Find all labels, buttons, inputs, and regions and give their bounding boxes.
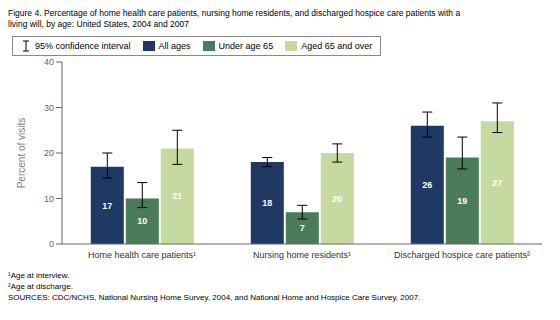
svg-text:26: 26 — [422, 180, 432, 190]
svg-text:17: 17 — [102, 201, 112, 211]
svg-text:18: 18 — [262, 198, 272, 208]
svg-text:7: 7 — [300, 223, 305, 233]
html-text:¹Age at interview.: ¹Age at interview. — [8, 271, 70, 280]
svg-text:Nursing home residents¹: Nursing home residents¹ — [253, 250, 351, 260]
svg-text:Home health care patients¹: Home health care patients¹ — [88, 250, 196, 260]
html-text:Figure 4. Percentage of home h: Figure 4. Percentage of home health care… — [8, 8, 461, 18]
svg-text:20: 20 — [332, 194, 342, 204]
svg-text:19: 19 — [457, 196, 467, 206]
html-text:Under age 65: Under age 65 — [218, 41, 274, 51]
svg-text:27: 27 — [492, 178, 502, 188]
html-text:²Age at discharge.: ²Age at discharge. — [8, 282, 73, 291]
svg-text:20: 20 — [44, 148, 54, 158]
html-text:All ages: All ages — [158, 41, 191, 51]
svg-text:40: 40 — [44, 57, 54, 67]
svg-text:10: 10 — [137, 216, 147, 226]
svg-text:0: 0 — [49, 239, 54, 249]
svg-text:10: 10 — [44, 194, 54, 204]
svg-text:Percent of visits: Percent of visits — [16, 118, 27, 189]
svg-text:21: 21 — [172, 191, 182, 201]
svg-text:Discharged hospice care patien: Discharged hospice care patients² — [394, 250, 530, 260]
html-text:95% confidence interval: 95% confidence interval — [35, 41, 131, 51]
html-text:SOURCES: CDC/NCHS, National Nu: SOURCES: CDC/NCHS, National Nursing Home… — [8, 293, 421, 302]
html-text:living will, by age: United St: living will, by age: United States, 2004… — [8, 19, 189, 29]
svg-text:30: 30 — [44, 103, 54, 113]
html-text:Aged 65 and over: Aged 65 and over — [301, 41, 373, 51]
